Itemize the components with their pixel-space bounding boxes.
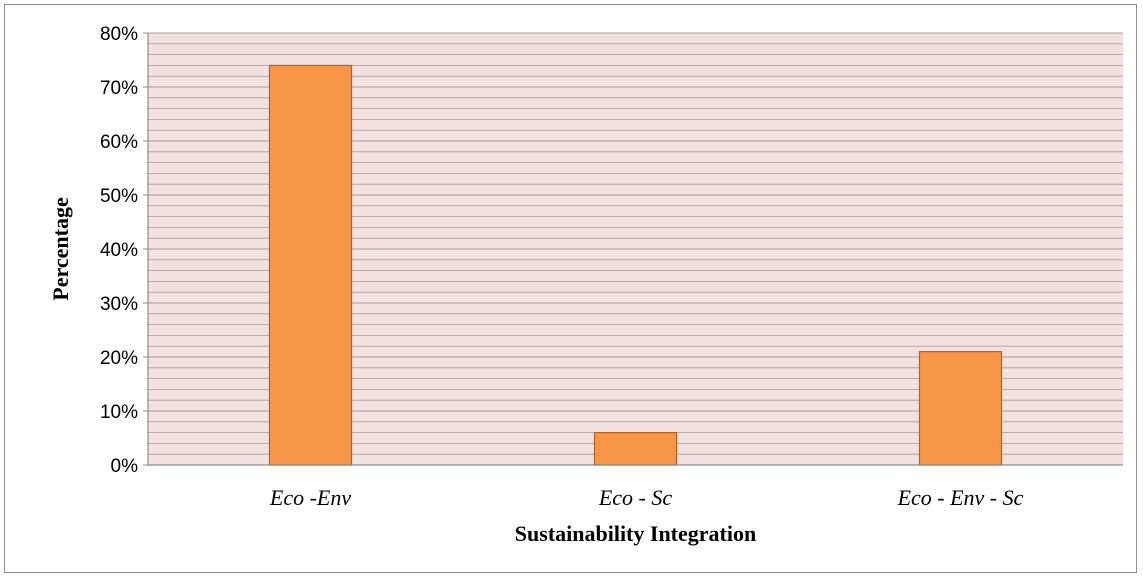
bars <box>268 64 1003 466</box>
y-tick-label: 80% <box>100 24 138 45</box>
x-category-label: Eco - Sc <box>598 485 673 510</box>
y-tick-label: 60% <box>100 132 138 153</box>
y-tick-label: 50% <box>100 186 138 207</box>
y-tick-label: 40% <box>100 240 138 261</box>
y-tick-labels: 0% 10% 20% 30% 40% 50% 60% 70% 80% <box>100 24 148 477</box>
x-axis-title: Sustainability Integration <box>515 521 756 546</box>
x-category-labels: Eco -Env Eco - Sc Eco - Env - Sc <box>269 485 1024 510</box>
x-category-label: Eco - Env - Sc <box>897 485 1024 510</box>
x-category-label: Eco -Env <box>269 485 351 510</box>
bar <box>918 351 1003 466</box>
y-tick-label: 70% <box>100 78 138 99</box>
bar <box>593 432 678 466</box>
y-tick-label: 0% <box>111 456 139 477</box>
bar <box>268 64 353 466</box>
y-tick-label: 20% <box>100 348 138 369</box>
y-tick-label: 30% <box>100 294 138 315</box>
y-axis-title: Percentage <box>48 197 73 301</box>
y-tick-label: 10% <box>100 402 138 423</box>
